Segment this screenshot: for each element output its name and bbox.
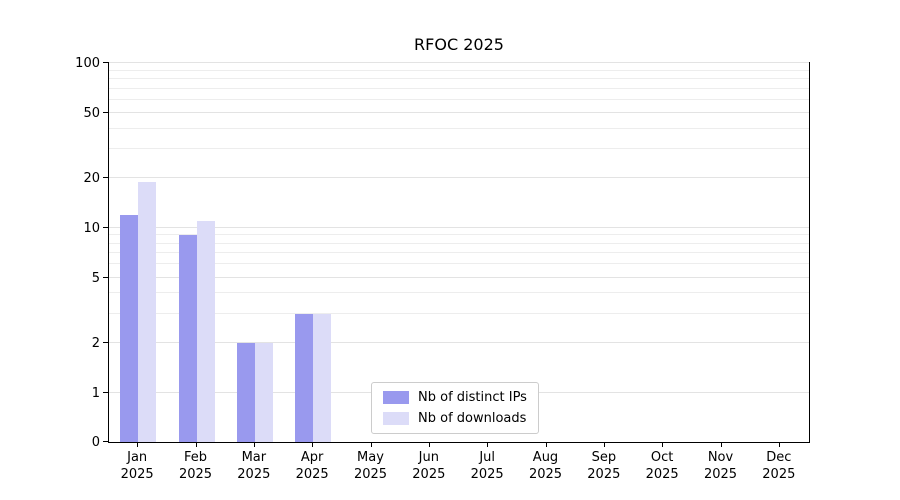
gridline: [109, 87, 809, 89]
gridline: [109, 242, 809, 244]
x-tick-mark: [778, 443, 780, 447]
gridline: [109, 127, 809, 129]
bar-nb-of-distinct-ips: [236, 343, 255, 442]
x-tick-label: Mar 2025: [237, 450, 271, 482]
y-tick-mark: [103, 111, 108, 113]
x-tick-label: Jan 2025: [120, 450, 154, 482]
bar-nb-of-downloads: [313, 314, 332, 442]
y-tick-label: 1: [91, 385, 100, 401]
x-tick-label: May 2025: [353, 450, 388, 482]
x-tick-mark: [428, 443, 430, 447]
legend-swatch-downloads: [383, 412, 409, 425]
x-tick-label: Oct 2025: [645, 450, 679, 482]
x-tick-label: Nov 2025: [703, 450, 738, 482]
legend-swatch-distinct-ips: [383, 391, 409, 404]
gridline: [109, 98, 809, 100]
y-tick-mark: [103, 62, 108, 63]
gridline: [109, 342, 809, 344]
x-tick-mark: [487, 443, 489, 447]
gridline: [109, 148, 809, 150]
y-tick-mark: [103, 441, 108, 442]
gridline: [109, 276, 809, 278]
y-tick-label: 2: [91, 336, 100, 352]
bar-nb-of-downloads: [196, 221, 215, 442]
bar-nb-of-downloads: [254, 343, 273, 442]
gridline: [109, 111, 809, 113]
gridline: [109, 292, 809, 294]
chart-title: RFOC 2025: [414, 35, 504, 54]
legend-item-distinct-ips: Nb of distinct IPs: [383, 390, 527, 405]
x-tick-mark: [253, 443, 255, 447]
x-tick-mark: [137, 443, 139, 447]
y-tick-label: 100: [75, 56, 100, 71]
plot-area: Nb of distinct IPs Nb of downloads: [103, 62, 810, 443]
bar-nb-of-downloads: [138, 181, 157, 442]
gridline: [109, 226, 809, 228]
y-tick-mark: [103, 391, 108, 393]
x-tick-mark: [603, 443, 605, 447]
gridline: [109, 62, 809, 63]
x-tick-mark: [195, 443, 197, 447]
gridline: [109, 177, 809, 179]
bar-nb-of-distinct-ips: [178, 235, 197, 442]
y-tick-label: 5: [91, 270, 100, 286]
gridline: [109, 234, 809, 236]
gridline: [109, 263, 809, 265]
bar-nb-of-distinct-ips: [295, 314, 314, 442]
gridline: [109, 252, 809, 254]
legend: Nb of distinct IPs Nb of downloads: [371, 382, 539, 434]
x-tick-label: Sep 2025: [587, 450, 621, 482]
gridline: [109, 77, 809, 79]
x-tick-label: Jun 2025: [412, 450, 446, 482]
gridline: [109, 69, 809, 71]
y-tick-label: 50: [83, 105, 100, 121]
x-axis-labels: Jan 2025 Feb 2025 Mar 2025 Apr 2025 May 2025…: [108, 443, 810, 493]
y-tick-label: 10: [83, 220, 100, 236]
x-tick-mark: [662, 443, 664, 447]
x-tick-mark: [370, 443, 372, 447]
x-tick-mark: [545, 443, 547, 447]
y-tick-label: 0: [91, 435, 100, 450]
x-tick-mark: [312, 443, 314, 447]
legend-label-downloads: Nb of downloads: [418, 411, 527, 426]
x-tick-label: Aug 2025: [528, 450, 563, 482]
x-tick-label: Jul 2025: [470, 450, 504, 482]
legend-label-distinct-ips: Nb of distinct IPs: [418, 390, 527, 405]
y-axis-labels: 0 1 2 5 10 20 50 100: [0, 56, 100, 450]
x-tick-mark: [720, 443, 722, 447]
y-tick-mark: [103, 226, 108, 228]
y-tick-label: 20: [83, 171, 100, 187]
y-tick-mark: [103, 342, 108, 344]
y-tick-mark: [103, 177, 108, 179]
x-tick-label: Dec 2025: [762, 450, 796, 482]
y-tick-mark: [103, 276, 108, 278]
gridline: [109, 313, 809, 315]
bar-nb-of-distinct-ips: [120, 214, 139, 442]
x-tick-label: Feb 2025: [178, 450, 213, 482]
legend-item-downloads: Nb of downloads: [383, 411, 527, 426]
x-tick-label: Apr 2025: [295, 450, 329, 482]
